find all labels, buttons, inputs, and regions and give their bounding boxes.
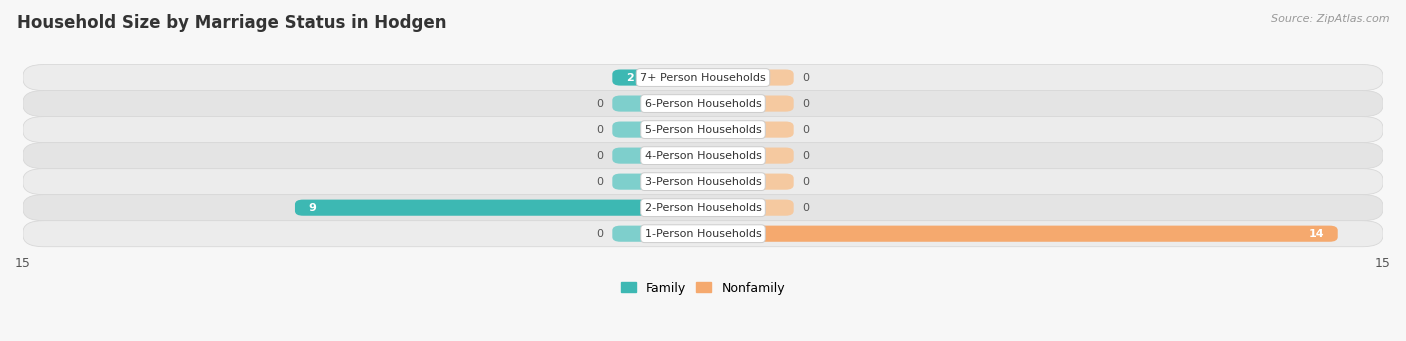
- FancyBboxPatch shape: [295, 199, 703, 216]
- FancyBboxPatch shape: [703, 174, 793, 190]
- FancyBboxPatch shape: [22, 64, 1384, 91]
- FancyBboxPatch shape: [613, 174, 703, 190]
- Text: 0: 0: [596, 229, 603, 239]
- FancyBboxPatch shape: [22, 91, 1384, 117]
- FancyBboxPatch shape: [22, 143, 1384, 169]
- FancyBboxPatch shape: [703, 121, 793, 138]
- Text: 9: 9: [308, 203, 316, 213]
- FancyBboxPatch shape: [613, 70, 703, 86]
- FancyBboxPatch shape: [613, 148, 703, 164]
- Text: 4-Person Households: 4-Person Households: [644, 151, 762, 161]
- Text: 1-Person Households: 1-Person Households: [644, 229, 762, 239]
- Legend: Family, Nonfamily: Family, Nonfamily: [616, 277, 790, 300]
- FancyBboxPatch shape: [22, 195, 1384, 221]
- FancyBboxPatch shape: [703, 148, 793, 164]
- FancyBboxPatch shape: [613, 121, 703, 138]
- Text: 14: 14: [1309, 229, 1324, 239]
- FancyBboxPatch shape: [22, 117, 1384, 143]
- Text: 0: 0: [803, 99, 810, 108]
- FancyBboxPatch shape: [703, 226, 1337, 242]
- Text: 0: 0: [803, 73, 810, 83]
- Text: 6-Person Households: 6-Person Households: [644, 99, 762, 108]
- Text: 0: 0: [596, 177, 603, 187]
- Text: Household Size by Marriage Status in Hodgen: Household Size by Marriage Status in Hod…: [17, 14, 446, 32]
- FancyBboxPatch shape: [703, 95, 793, 112]
- Text: 0: 0: [596, 99, 603, 108]
- FancyBboxPatch shape: [703, 199, 793, 216]
- FancyBboxPatch shape: [703, 70, 793, 86]
- Text: Source: ZipAtlas.com: Source: ZipAtlas.com: [1271, 14, 1389, 24]
- Text: 0: 0: [803, 203, 810, 213]
- Text: 0: 0: [803, 151, 810, 161]
- FancyBboxPatch shape: [22, 169, 1384, 195]
- Text: 0: 0: [803, 177, 810, 187]
- FancyBboxPatch shape: [613, 95, 703, 112]
- Text: 0: 0: [803, 124, 810, 135]
- Text: 5-Person Households: 5-Person Households: [644, 124, 762, 135]
- Text: 0: 0: [596, 151, 603, 161]
- Text: 3-Person Households: 3-Person Households: [644, 177, 762, 187]
- Text: 0: 0: [596, 124, 603, 135]
- FancyBboxPatch shape: [613, 226, 703, 242]
- Text: 2: 2: [626, 73, 634, 83]
- Text: 7+ Person Households: 7+ Person Households: [640, 73, 766, 83]
- Text: 2-Person Households: 2-Person Households: [644, 203, 762, 213]
- FancyBboxPatch shape: [22, 221, 1384, 247]
